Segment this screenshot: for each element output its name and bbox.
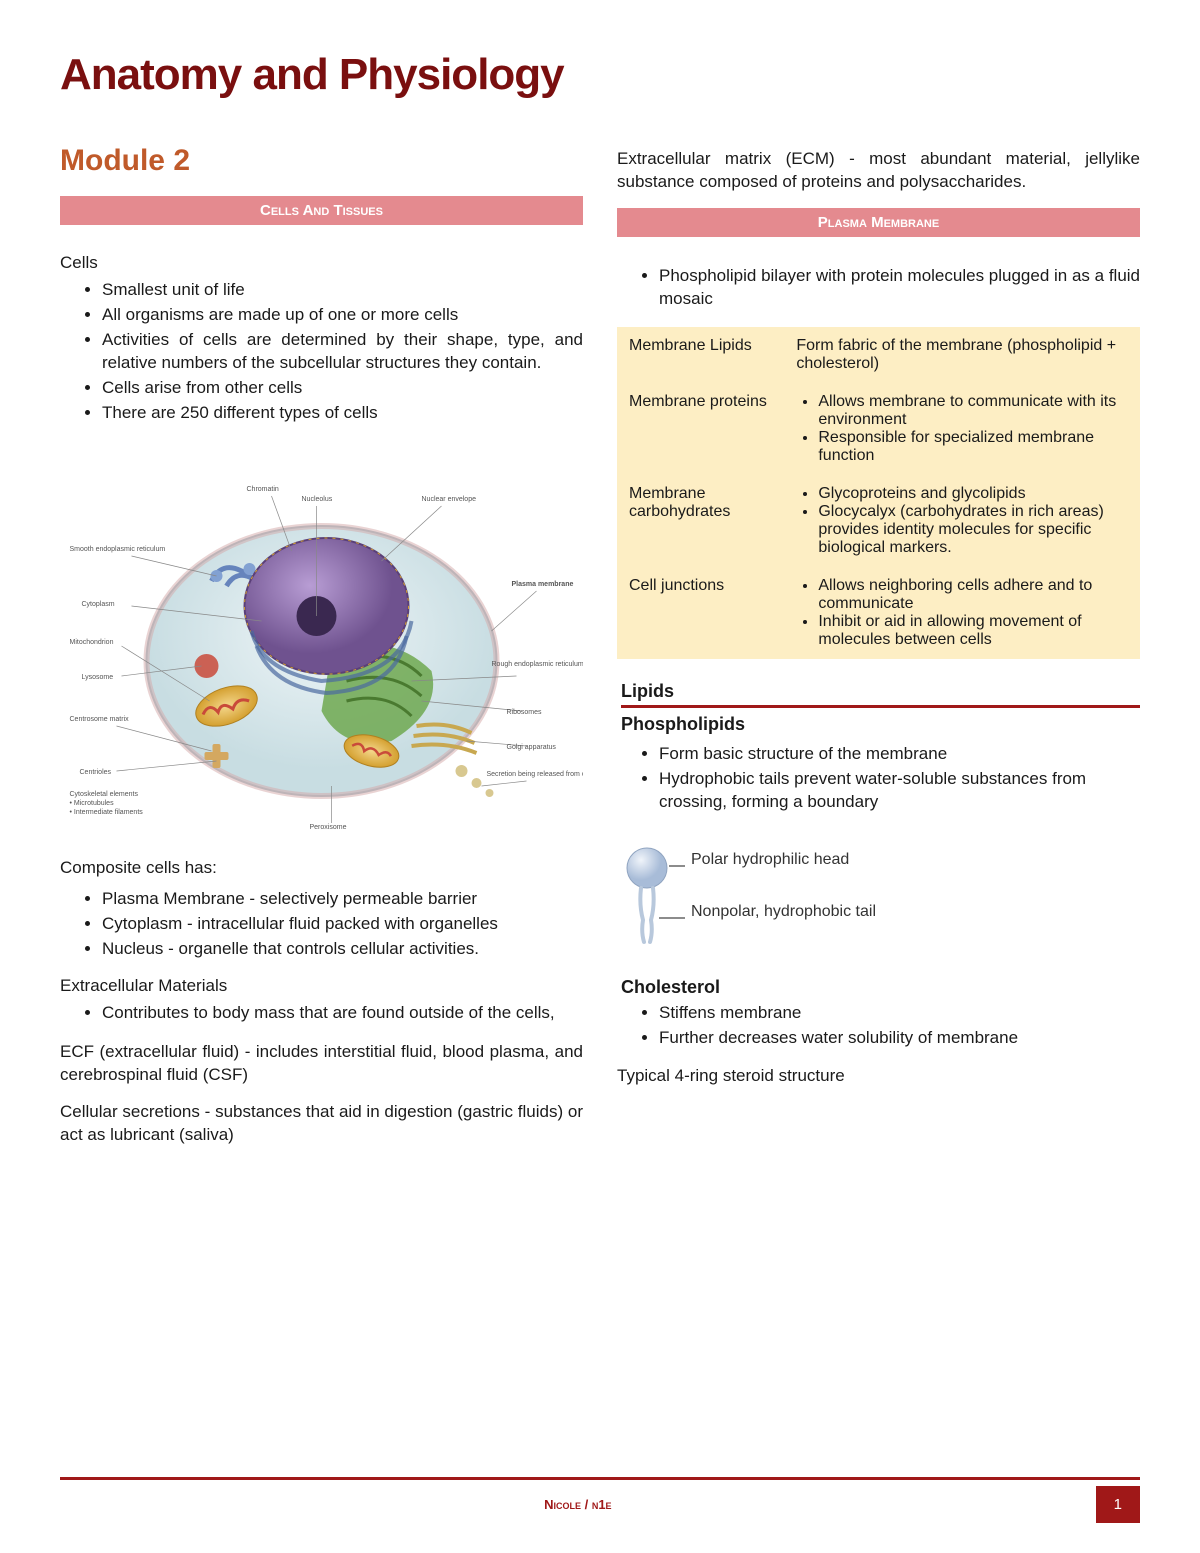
list-item: Allows neighboring cells adhere and to c… bbox=[818, 577, 1128, 613]
list-item: Stiffens membrane bbox=[659, 1002, 1140, 1025]
table-cell-term: Membrane proteins bbox=[617, 383, 784, 475]
svg-text:Cytoskeletal elements: Cytoskeletal elements bbox=[70, 791, 139, 798]
list-item: Glycoproteins and glycolipids bbox=[818, 485, 1128, 503]
list-item: Further decreases water solubility of me… bbox=[659, 1027, 1140, 1050]
extracellular-label: Extracellular Materials bbox=[60, 976, 583, 996]
svg-text:Centrioles: Centrioles bbox=[80, 769, 112, 776]
membrane-components-table: Membrane Lipids Form fabric of the membr… bbox=[617, 327, 1140, 659]
svg-text:Smooth endoplasmic reticulum: Smooth endoplasmic reticulum bbox=[70, 546, 166, 553]
svg-text:Plasma membrane: Plasma membrane bbox=[512, 581, 574, 588]
left-column: Module 2 Cells And Tissues Cells Smalles… bbox=[60, 144, 583, 1161]
list-item: Smallest unit of life bbox=[102, 279, 583, 302]
extracellular-bullet-list: Contributes to body mass that are found … bbox=[60, 1002, 583, 1025]
svg-text:Nuclear envelope: Nuclear envelope bbox=[422, 496, 477, 503]
lipids-heading: Lipids bbox=[621, 681, 1140, 708]
svg-text:Mitochondrion: Mitochondrion bbox=[70, 639, 114, 646]
cells-bullet-list: Smallest unit of life All organisms are … bbox=[60, 279, 583, 425]
svg-text:Peroxisome: Peroxisome bbox=[310, 824, 347, 831]
svg-text:• Intermediate filaments: • Intermediate filaments bbox=[70, 809, 144, 816]
svg-text:Rough endoplasmic reticulum: Rough endoplasmic reticulum bbox=[492, 661, 584, 668]
svg-text:Nucleolus: Nucleolus bbox=[302, 496, 333, 503]
list-item: Phospholipid bilayer with protein molecu… bbox=[659, 265, 1140, 311]
page-footer: Nicole / n1e 1 bbox=[60, 1477, 1140, 1523]
right-column: Extracellular matrix (ECM) - most abunda… bbox=[617, 144, 1140, 1161]
table-cell-desc: Allows membrane to communicate with its … bbox=[784, 383, 1140, 475]
cells-label: Cells bbox=[60, 253, 583, 273]
svg-text:Polar hydrophilic head: Polar hydrophilic head bbox=[691, 851, 849, 868]
composite-bullet-list: Plasma Membrane - selectively permeable … bbox=[60, 888, 583, 961]
cholesterol-heading: Cholesterol bbox=[621, 977, 1140, 998]
svg-text:Golgi apparatus: Golgi apparatus bbox=[507, 744, 557, 751]
svg-text:• Microtubules: • Microtubules bbox=[70, 800, 115, 807]
list-item: Form basic structure of the membrane bbox=[659, 743, 1140, 766]
list-item: Inhibit or aid in allowing movement of m… bbox=[818, 613, 1128, 649]
list-item: Contributes to body mass that are found … bbox=[102, 1002, 583, 1025]
table-row: Membrane Lipids Form fabric of the membr… bbox=[617, 327, 1140, 383]
list-item: Activities of cells are determined by th… bbox=[102, 329, 583, 375]
list-item: Allows membrane to communicate with its … bbox=[818, 393, 1128, 429]
cholesterol-bullets: Stiffens membrane Further decreases wate… bbox=[617, 1002, 1140, 1050]
phospholipids-heading: Phospholipids bbox=[621, 714, 1140, 735]
footer-author: Nicole / n1e bbox=[60, 1497, 1096, 1512]
phospholipid-diagram: Polar hydrophilic head Nonpolar, hydroph… bbox=[617, 840, 897, 950]
svg-text:Lysosome: Lysosome bbox=[82, 674, 114, 681]
table-row: Membrane carbohydrates Glycoproteins and… bbox=[617, 475, 1140, 567]
table-row: Cell junctions Allows neighboring cells … bbox=[617, 567, 1140, 659]
list-item: Responsible for specialized membrane fun… bbox=[818, 429, 1128, 465]
phospholipids-bullets: Form basic structure of the membrane Hyd… bbox=[617, 743, 1140, 814]
list-item: All organisms are made up of one or more… bbox=[102, 304, 583, 327]
ecf-paragraph: ECF (extracellular fluid) - includes int… bbox=[60, 1041, 583, 1087]
section-header-plasma: Plasma Membrane bbox=[617, 208, 1140, 237]
plasma-intro-bullets: Phospholipid bilayer with protein molecu… bbox=[617, 265, 1140, 311]
svg-text:Cytoplasm: Cytoplasm bbox=[82, 601, 115, 608]
svg-text:Chromatin: Chromatin bbox=[247, 486, 279, 493]
module-subtitle: Module 2 bbox=[60, 144, 583, 178]
list-item: Cytoplasm - intracellular fluid packed w… bbox=[102, 913, 583, 936]
table-cell-term: Membrane Lipids bbox=[617, 327, 784, 383]
table-cell-desc: Glycoproteins and glycolipids Glocycalyx… bbox=[784, 475, 1140, 567]
page-number: 1 bbox=[1096, 1486, 1140, 1523]
list-item: Nucleus - organelle that controls cellul… bbox=[102, 938, 583, 961]
list-item: Glocycalyx (carbohydrates in rich areas)… bbox=[818, 503, 1128, 557]
table-row: Membrane proteins Allows membrane to com… bbox=[617, 383, 1140, 475]
cell-diagram: Chromatin Nucleolus Nuclear envelope Pla… bbox=[60, 451, 583, 831]
list-item: There are 250 different types of cells bbox=[102, 402, 583, 425]
list-item: Plasma Membrane - selectively permeable … bbox=[102, 888, 583, 911]
table-cell-desc: Allows neighboring cells adhere and to c… bbox=[784, 567, 1140, 659]
table-cell-term: Cell junctions bbox=[617, 567, 784, 659]
svg-text:Centrosome matrix: Centrosome matrix bbox=[70, 716, 130, 723]
table-cell-desc: Form fabric of the membrane (phospholipi… bbox=[784, 327, 1140, 383]
ecm-paragraph: Extracellular matrix (ECM) - most abunda… bbox=[617, 148, 1140, 194]
svg-text:Ribosomes: Ribosomes bbox=[507, 709, 543, 716]
list-item: Hydrophobic tails prevent water-soluble … bbox=[659, 768, 1140, 814]
svg-text:Nonpolar, hydrophobic tail: Nonpolar, hydrophobic tail bbox=[691, 903, 876, 920]
table-cell-term: Membrane carbohydrates bbox=[617, 475, 784, 567]
section-header-cells: Cells And Tissues bbox=[60, 196, 583, 225]
composite-label: Composite cells has: bbox=[60, 858, 583, 878]
steroid-paragraph: Typical 4-ring steroid structure bbox=[617, 1065, 1140, 1088]
secretions-paragraph: Cellular secretions - substances that ai… bbox=[60, 1101, 583, 1147]
svg-text:Secretion being released from: Secretion being released from cell by ex… bbox=[487, 771, 584, 778]
page-title: Anatomy and Physiology bbox=[60, 50, 1140, 100]
list-item: Cells arise from other cells bbox=[102, 377, 583, 400]
